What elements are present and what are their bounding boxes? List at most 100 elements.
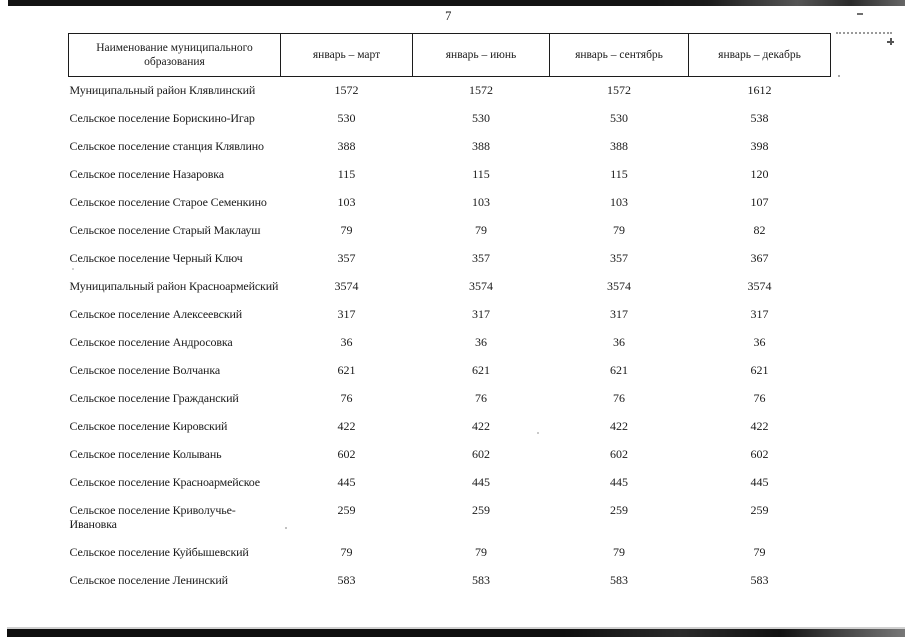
value-jan-mar: 79 — [340, 545, 353, 559]
value-jan-mar: 259 — [337, 503, 356, 517]
value-jan-dec: 583 — [750, 573, 769, 587]
value-jan-sep: 1572 — [607, 83, 631, 97]
municipality-name: Сельское поселение Борискино-Игар — [69, 111, 255, 125]
value-jan-mar: 530 — [337, 111, 356, 125]
value-jan-mar: 602 — [337, 447, 356, 461]
table-header: Наименование муниципального образования … — [68, 33, 831, 77]
table-row: Сельское поселение Гражданский 76 76 76 … — [69, 384, 831, 412]
value-jan-dec: 445 — [750, 475, 769, 489]
value-jan-jun: 317 — [472, 307, 490, 321]
municipality-name: Сельское поселение Криволучье-Ивановка — [69, 503, 236, 531]
value-jan-sep: 357 — [610, 251, 628, 265]
value-jan-sep: 445 — [610, 475, 628, 489]
municipality-name: Сельское поселение Старое Семенкино — [69, 195, 267, 209]
value-jan-jun: 422 — [472, 419, 490, 433]
value-jan-mar: 445 — [337, 475, 356, 489]
value-jan-dec: 36 — [753, 335, 766, 349]
column-header-jan-dec: январь – декабрь — [688, 33, 831, 77]
value-jan-sep: 76 — [613, 391, 625, 405]
municipalities-table: Наименование муниципального образования … — [68, 33, 831, 594]
table-row: Сельское поселение Криволучье-Ивановка 2… — [69, 496, 831, 538]
table-row: Муниципальный район Клявлинский 1572 157… — [69, 77, 831, 105]
value-jan-dec: 602 — [750, 447, 769, 461]
value-jan-jun: 530 — [472, 111, 490, 125]
value-jan-sep: 530 — [610, 111, 628, 125]
municipality-name: Сельское поселение станция Клявлино — [69, 139, 265, 153]
table-row: Сельское поселение Старый Маклауш 79 79 … — [69, 216, 831, 244]
value-jan-jun: 259 — [472, 503, 490, 517]
value-jan-jun: 79 — [475, 545, 487, 559]
value-jan-jun: 36 — [475, 335, 487, 349]
table-row: Сельское поселение Колывань 602 602 602 … — [69, 440, 831, 468]
value-jan-sep: 602 — [610, 447, 628, 461]
value-jan-sep: 3574 — [607, 279, 631, 293]
value-jan-sep: 79 — [613, 223, 625, 237]
value-jan-jun: 79 — [475, 223, 487, 237]
value-jan-mar: 422 — [337, 419, 356, 433]
value-jan-dec: 1612 — [747, 83, 772, 97]
table-body: Муниципальный район Клявлинский 1572 157… — [69, 77, 831, 595]
municipality-name: Сельское поселение Ленинский — [69, 573, 229, 587]
value-jan-dec: 367 — [750, 251, 769, 265]
table-row: Сельское поселение Кировский 422 422 422… — [69, 412, 831, 440]
value-jan-mar: 79 — [340, 223, 353, 237]
value-jan-mar: 357 — [337, 251, 356, 265]
value-jan-dec: 76 — [753, 391, 766, 405]
table-row: Муниципальный район Красноармейский 3574… — [69, 272, 831, 300]
value-jan-dec: 621 — [750, 363, 769, 377]
value-jan-mar: 583 — [337, 573, 356, 587]
column-header-jan-sep: январь – сентябрь — [549, 33, 689, 77]
value-jan-mar: 115 — [337, 167, 356, 181]
table-row: Сельское поселение Куйбышевский 79 79 79… — [69, 538, 831, 566]
municipality-name: Сельское поселение Алексеевский — [69, 307, 243, 321]
scan-artifact-plus — [887, 38, 894, 45]
value-jan-sep: 422 — [610, 419, 628, 433]
municipalities-table-wrap: Наименование муниципального образования … — [68, 33, 831, 594]
value-jan-mar: 3574 — [334, 279, 359, 293]
page-bottom-edge-line — [7, 629, 905, 637]
value-jan-mar: 76 — [340, 391, 353, 405]
value-jan-sep: 317 — [610, 307, 628, 321]
municipality-name: Сельское поселение Гражданский — [69, 391, 239, 405]
page-top-edge-line — [8, 0, 905, 6]
value-jan-sep: 259 — [610, 503, 628, 517]
value-jan-jun: 76 — [475, 391, 487, 405]
municipality-name: Сельское поселение Назаровка — [69, 167, 225, 181]
municipality-name: Сельское поселение Старый Маклауш — [69, 223, 261, 237]
page-number: 7 — [445, 9, 452, 23]
table-row: Сельское поселение Волчанка 621 621 621 … — [69, 356, 831, 384]
value-jan-jun: 1572 — [469, 83, 493, 97]
table-header-row: Наименование муниципального образования … — [68, 33, 831, 77]
value-jan-dec: 120 — [750, 167, 769, 181]
table-row: Сельское поселение Борискино-Игар 530 53… — [69, 104, 831, 132]
value-jan-sep: 115 — [610, 167, 628, 181]
value-jan-mar: 317 — [337, 307, 356, 321]
value-jan-dec: 422 — [750, 419, 769, 433]
municipality-name: Сельское поселение Куйбышевский — [69, 545, 249, 559]
value-jan-sep: 103 — [610, 195, 628, 209]
value-jan-mar: 103 — [337, 195, 356, 209]
municipality-name: Сельское поселение Красноармейское — [69, 475, 261, 489]
value-jan-jun: 388 — [472, 139, 490, 153]
value-jan-jun: 445 — [472, 475, 490, 489]
value-jan-mar: 621 — [337, 363, 356, 377]
value-jan-dec: 538 — [750, 111, 769, 125]
value-jan-jun: 602 — [472, 447, 490, 461]
value-jan-dec: 79 — [753, 545, 766, 559]
municipality-name: Сельское поселение Колывань — [69, 447, 222, 461]
column-header-name: Наименование муниципального образования — [68, 33, 281, 77]
value-jan-jun: 621 — [472, 363, 490, 377]
value-jan-dec: 259 — [750, 503, 769, 517]
table-row: Сельское поселение Андросовка 36 36 36 3… — [69, 328, 831, 356]
value-jan-mar: 388 — [337, 139, 356, 153]
value-jan-dec: 82 — [753, 223, 766, 237]
column-header-jan-jun: январь – июнь — [412, 33, 550, 77]
value-jan-mar: 36 — [340, 335, 353, 349]
value-jan-sep: 621 — [610, 363, 628, 377]
value-jan-dec: 398 — [750, 139, 769, 153]
table-row: Сельское поселение Красноармейское 445 4… — [69, 468, 831, 496]
value-jan-sep: 388 — [610, 139, 628, 153]
value-jan-sep: 583 — [610, 573, 628, 587]
value-jan-jun: 357 — [472, 251, 490, 265]
